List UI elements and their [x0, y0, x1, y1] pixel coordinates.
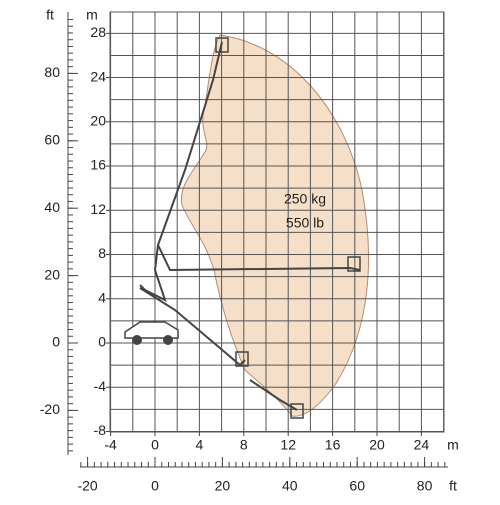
ft-y-tick-label: 0	[52, 334, 60, 350]
m-y-tick-label: -8	[94, 422, 107, 438]
load-kg: 250 kg	[284, 191, 326, 207]
ft-y-tick-label: 20	[44, 266, 60, 282]
m-x-tick-label: 12	[280, 437, 296, 453]
load-lb: 550 lb	[286, 215, 324, 231]
lift-machine	[124, 37, 361, 419]
ft-y-tick-label: 40	[44, 199, 60, 215]
ft-x-tick-label: 80	[417, 478, 433, 494]
ft-y-tick-label: 60	[44, 132, 60, 148]
m-y-tick-label: 24	[90, 68, 106, 84]
unit-label: ft	[46, 7, 54, 23]
m-y-tick-label: 0	[98, 334, 106, 350]
m-y-tick-label: 12	[90, 201, 106, 217]
m-y-tick-label: 4	[98, 289, 106, 305]
m-y-tick-label: 8	[98, 245, 106, 261]
m-x-tick-label: -4	[104, 437, 117, 453]
ft-x-tick-label: -20	[77, 478, 97, 494]
grid	[109, 11, 445, 433]
ft-y-tick-label: -20	[40, 401, 60, 417]
unit-label: m	[447, 437, 459, 453]
ft-y-tick-label: 80	[44, 64, 60, 80]
m-x-tick-label: 0	[151, 437, 159, 453]
m-y-tick-label: 16	[90, 157, 106, 173]
m-x-tick-label: 16	[325, 437, 341, 453]
m-y-tick-label: -4	[94, 378, 107, 394]
ft-x-tick-label: 40	[282, 478, 298, 494]
grid-frame	[109, 11, 445, 433]
m-x-tick-label: 20	[369, 437, 385, 453]
unit-label: ft	[449, 478, 457, 494]
m-y-tick-label: 28	[90, 24, 106, 40]
m-x-tick-label: 24	[414, 437, 430, 453]
ft-x-tick-label: 60	[349, 478, 365, 494]
ft-x-tick-label: 20	[215, 478, 231, 494]
m-y-tick-label: 20	[90, 113, 106, 129]
m-x-tick-label: 4	[196, 437, 204, 453]
ft-x-tick-label: 0	[151, 478, 159, 494]
m-x-tick-label: 8	[240, 437, 248, 453]
unit-label: m	[86, 7, 98, 23]
